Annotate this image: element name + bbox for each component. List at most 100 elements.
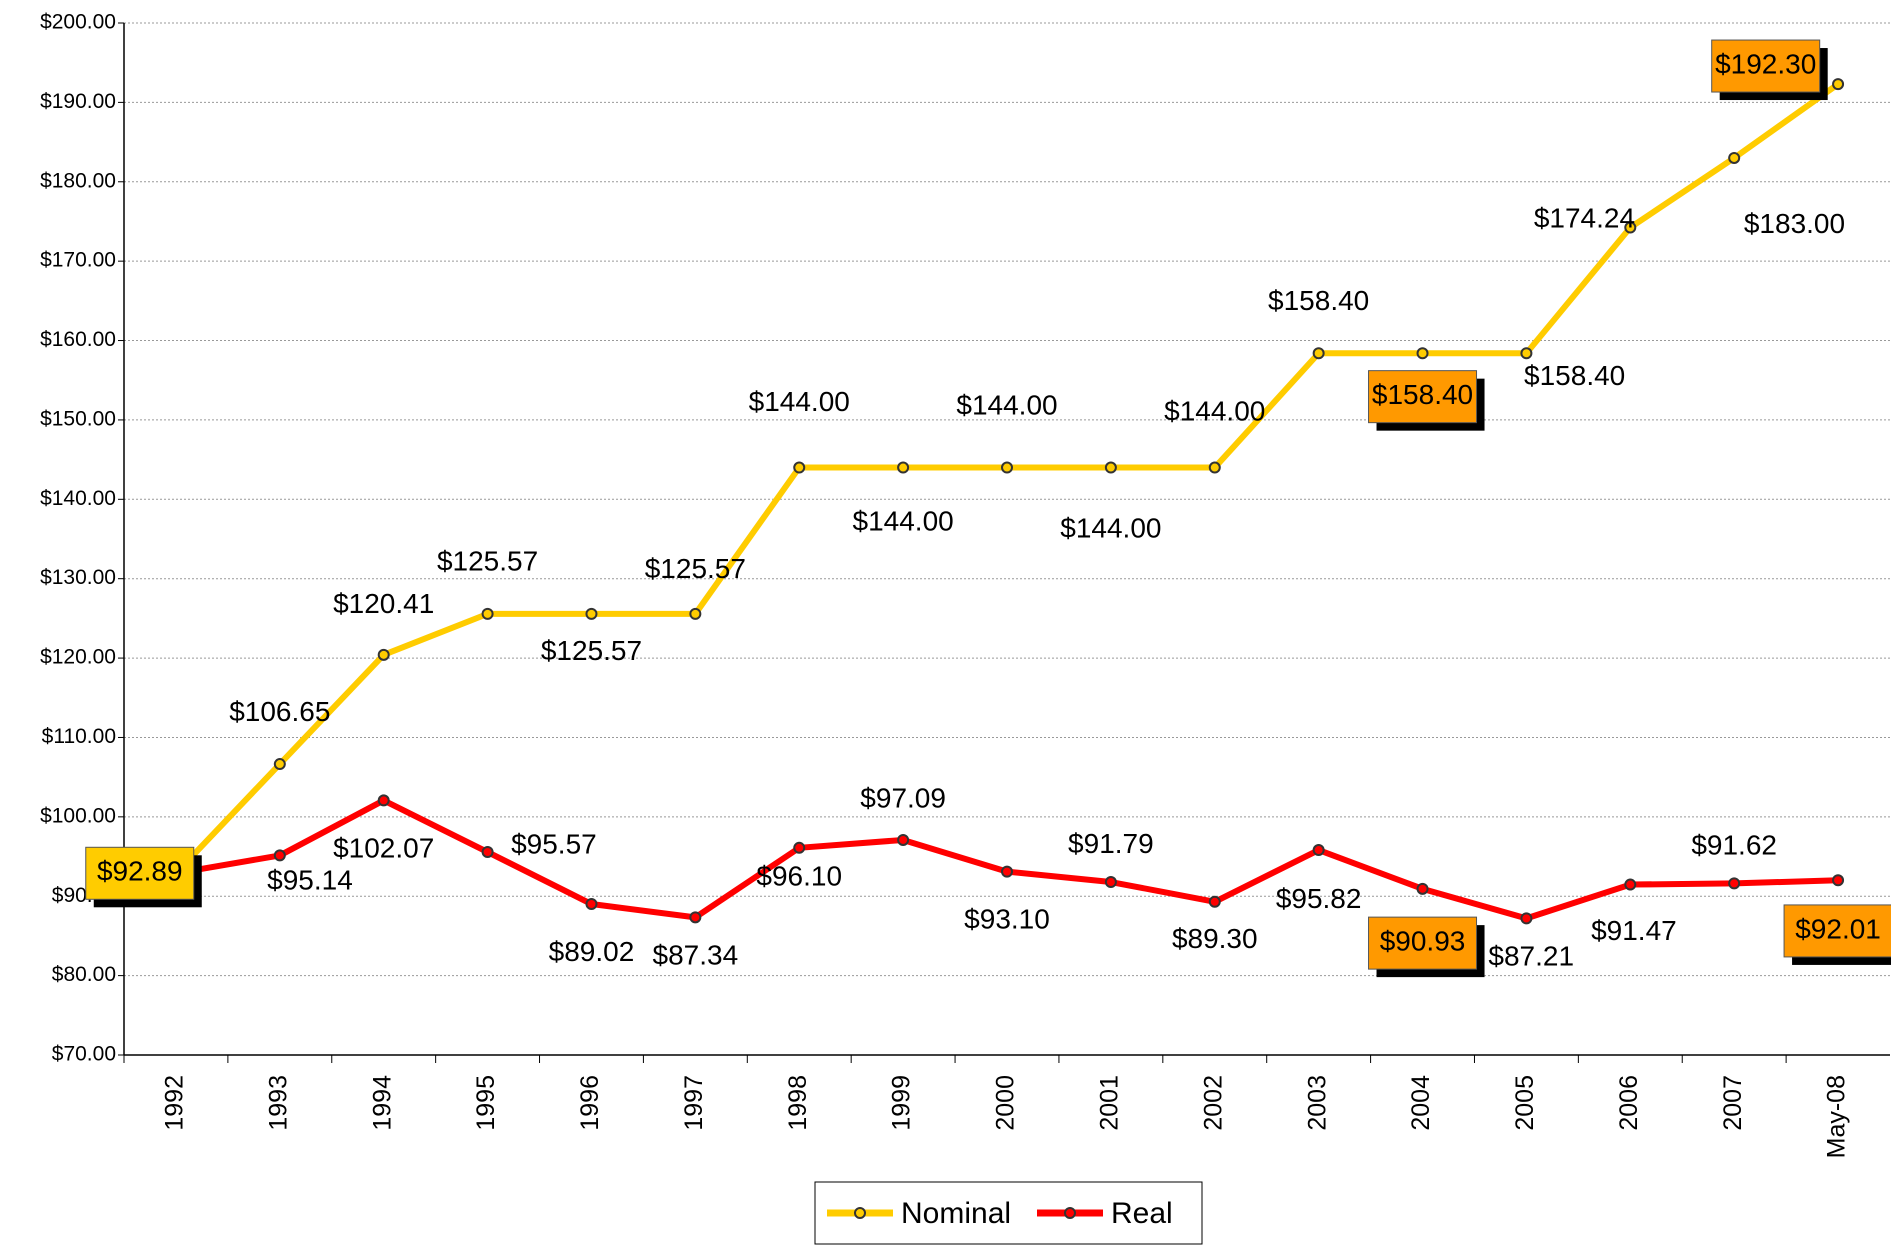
x-tick-label: 2002 <box>1199 1075 1227 1131</box>
point <box>377 794 390 807</box>
value-label: $91.47 <box>1591 915 1677 946</box>
point <box>1104 876 1117 889</box>
value-label: $92.01 <box>1795 913 1881 944</box>
point <box>1520 347 1533 360</box>
y-tick-label: $130.00 <box>40 566 116 589</box>
x-tick-label: 1992 <box>161 1075 189 1131</box>
value-label: $96.10 <box>756 860 842 891</box>
point <box>1416 882 1429 895</box>
value-label: $89.30 <box>1172 923 1258 954</box>
x-tick-label: 2004 <box>1407 1075 1435 1131</box>
y-tick-label: $200.00 <box>40 11 116 34</box>
value-label: $91.62 <box>1691 830 1777 861</box>
y-tick-label: $80.00 <box>52 963 116 986</box>
value-label: $144.00 <box>853 505 954 536</box>
point <box>1728 151 1741 164</box>
x-tick-label: 1995 <box>472 1075 500 1131</box>
value-label: $89.02 <box>549 936 635 967</box>
value-label: $192.30 <box>1715 48 1816 79</box>
point <box>897 461 910 474</box>
x-tick-label: 2005 <box>1511 1075 1539 1131</box>
value-label: $183.00 <box>1744 208 1845 239</box>
value-label: $144.00 <box>956 390 1057 421</box>
value-label: $95.57 <box>511 828 597 859</box>
point <box>1208 895 1221 908</box>
x-tick-label: 2000 <box>992 1075 1020 1131</box>
value-label: $93.10 <box>964 903 1050 934</box>
value-label: $174.24 <box>1534 203 1635 234</box>
point <box>273 758 286 771</box>
y-tick-label: $100.00 <box>40 804 116 827</box>
x-tick-label: 2003 <box>1303 1075 1331 1131</box>
y-tick-label: $140.00 <box>40 487 116 510</box>
legend-marker <box>854 1207 866 1219</box>
point <box>481 607 494 620</box>
y-tick-label: $170.00 <box>40 249 116 272</box>
point <box>1312 347 1325 360</box>
y-tick-label: $120.00 <box>40 646 116 669</box>
value-label: $158.40 <box>1268 285 1369 316</box>
point <box>1208 461 1221 474</box>
point <box>1728 877 1741 890</box>
x-tick-label: 1994 <box>368 1075 396 1131</box>
point <box>273 849 286 862</box>
x-tick-label: 1998 <box>784 1075 812 1131</box>
label-box <box>1711 39 1821 93</box>
y-tick-label: $190.00 <box>40 90 116 113</box>
x-tick-label: 2001 <box>1095 1075 1123 1131</box>
point <box>793 841 806 854</box>
value-label: $97.09 <box>860 783 946 814</box>
y-tick-label: $70.00 <box>52 1043 116 1066</box>
value-label: $125.57 <box>437 546 538 577</box>
point <box>1416 347 1429 360</box>
point <box>481 846 494 859</box>
x-tick-label: 2006 <box>1615 1075 1643 1131</box>
point <box>1624 878 1637 891</box>
legend-label: Real <box>1111 1197 1173 1230</box>
x-tick-label: 1993 <box>264 1075 292 1131</box>
value-label: $158.40 <box>1372 379 1473 410</box>
point <box>689 607 702 620</box>
point <box>1624 221 1637 234</box>
point <box>585 607 598 620</box>
value-label: $144.00 <box>1060 513 1161 544</box>
value-label: $87.34 <box>653 940 739 971</box>
value-label: $106.65 <box>229 696 330 727</box>
legend-label: Nominal <box>901 1197 1011 1230</box>
value-label: $87.21 <box>1488 941 1574 972</box>
point <box>377 648 390 661</box>
point <box>1001 865 1013 878</box>
value-label: $144.00 <box>1164 396 1265 427</box>
y-tick-label: $180.00 <box>40 169 116 192</box>
x-tick-label: May-08 <box>1823 1075 1851 1158</box>
point <box>1520 912 1533 925</box>
value-label: $95.82 <box>1276 883 1362 914</box>
y-tick-label: $150.00 <box>40 407 116 430</box>
x-tick-label: 1999 <box>888 1075 916 1131</box>
point <box>793 461 806 474</box>
label-box <box>1368 916 1478 970</box>
label-box <box>1368 370 1478 424</box>
point <box>689 911 702 924</box>
point <box>1001 461 1013 474</box>
value-label: $91.79 <box>1068 828 1154 859</box>
y-tick-label: $160.00 <box>40 328 116 351</box>
x-tick-label: 2007 <box>1719 1075 1747 1131</box>
value-label: $120.41 <box>333 588 434 619</box>
value-label: $95.14 <box>267 864 353 895</box>
x-tick-label: 1996 <box>576 1075 604 1131</box>
label-box <box>1783 904 1891 958</box>
y-tick-label: $110.00 <box>42 725 116 748</box>
point <box>1104 461 1117 474</box>
value-label: $102.07 <box>333 832 434 863</box>
point <box>585 898 598 911</box>
point <box>1832 78 1845 91</box>
value-label: $90.93 <box>1380 926 1466 957</box>
value-label: $92.89 <box>97 856 183 887</box>
label-box <box>85 846 195 900</box>
legend-marker <box>1064 1207 1076 1219</box>
x-tick-label: 1997 <box>680 1075 708 1131</box>
value-label: $144.00 <box>749 386 850 417</box>
point <box>1832 874 1845 887</box>
